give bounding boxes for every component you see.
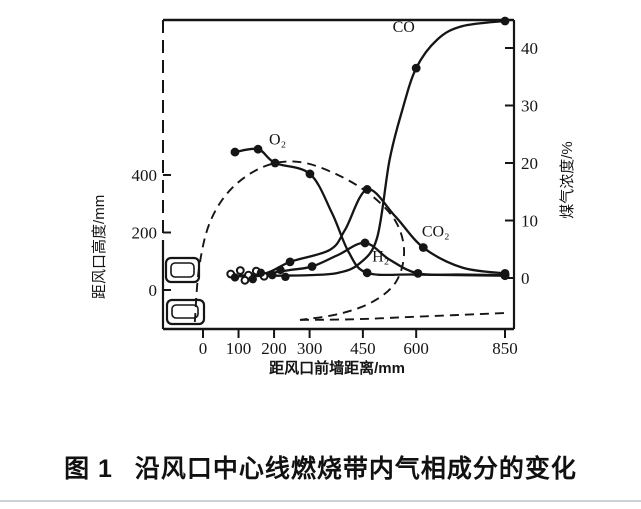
cluster-filled-point: [276, 265, 285, 275]
svg-text:450: 450: [350, 339, 376, 358]
svg-text:0: 0: [521, 269, 530, 288]
svg-text:30: 30: [521, 97, 538, 116]
svg-text:40: 40: [521, 39, 538, 58]
series-CO-line: [238, 19, 506, 278]
series-label-CO2: CO₂: [422, 224, 450, 241]
cluster-open-point: [235, 266, 245, 275]
series-O2-point: [253, 144, 263, 154]
series-O2-point: [362, 268, 372, 278]
svg-text:400: 400: [132, 166, 158, 185]
raceway-boundary: [193, 160, 506, 322]
series-CO2-point: [362, 185, 372, 194]
svg-text:300: 300: [297, 339, 323, 358]
y-left-axis-title: 距风口高度/mm: [91, 195, 108, 299]
cluster-filled-point: [268, 270, 277, 280]
series-CO-point: [500, 16, 510, 26]
cluster-filled-point: [248, 274, 257, 284]
series-O2-line: [234, 147, 506, 277]
tuyere-upper: [164, 256, 201, 284]
y-right-axis-title: 煤气浓度/%: [559, 141, 576, 219]
series-label-O2: O₂: [269, 132, 286, 149]
svg-text:200: 200: [132, 224, 158, 243]
tuyere-lower: [165, 298, 206, 326]
y-right-axis: 0 10 20 30 40 煤气浓度/%: [505, 39, 576, 288]
y-left-axis: 0 200 400 距风口高度/mm: [91, 166, 171, 300]
svg-text:850: 850: [492, 339, 518, 358]
svg-text:200: 200: [261, 339, 287, 358]
cluster-filled-point: [230, 273, 240, 282]
data-cluster: [226, 265, 290, 285]
svg-text:20: 20: [521, 154, 538, 173]
bottom-divider: [0, 500, 641, 502]
svg-text:0: 0: [199, 339, 208, 358]
series-O2: O₂: [230, 132, 510, 281]
x-axis-title: 距风口前墙距离/mm: [269, 359, 405, 377]
figure-caption-label: 图 1: [64, 455, 113, 483]
series-O2-point: [230, 147, 240, 157]
series-H2-point: [413, 269, 423, 278]
svg-text:0: 0: [149, 281, 158, 300]
cluster-filled-point: [256, 268, 266, 278]
series-O2-point: [270, 158, 280, 168]
series-label-CO: CO: [393, 19, 415, 36]
series-H2-point: [500, 270, 510, 280]
svg-text:100: 100: [226, 339, 252, 358]
figure-caption: 图 1 沿风口中心线燃烧带内气相成分的变化: [0, 449, 641, 485]
series-CO2-point: [418, 243, 428, 252]
series-CO2-point: [285, 257, 295, 267]
series-label-H2: H₂: [372, 248, 389, 265]
series-H2-point: [307, 262, 317, 271]
cluster-open-point: [240, 275, 250, 285]
series-H2-point: [360, 238, 370, 248]
series-O2-point: [305, 169, 315, 179]
svg-text:600: 600: [403, 339, 429, 358]
series-CO-point: [411, 63, 421, 73]
cluster-filled-point: [281, 272, 290, 282]
tuyere-outlines: [164, 256, 206, 326]
figure-caption-text: 沿风口中心线燃烧带内气相成分的变化: [134, 455, 577, 483]
svg-text:10: 10: [521, 212, 538, 231]
gas-composition-chart: 0 200 400 距风口高度/mm 0 10 20 30 40 煤气浓度/% 0 100 200 300…: [91, 16, 576, 377]
x-axis: 0 100 200 300 450 600 850 距风口前墙距离/mm: [199, 329, 518, 377]
